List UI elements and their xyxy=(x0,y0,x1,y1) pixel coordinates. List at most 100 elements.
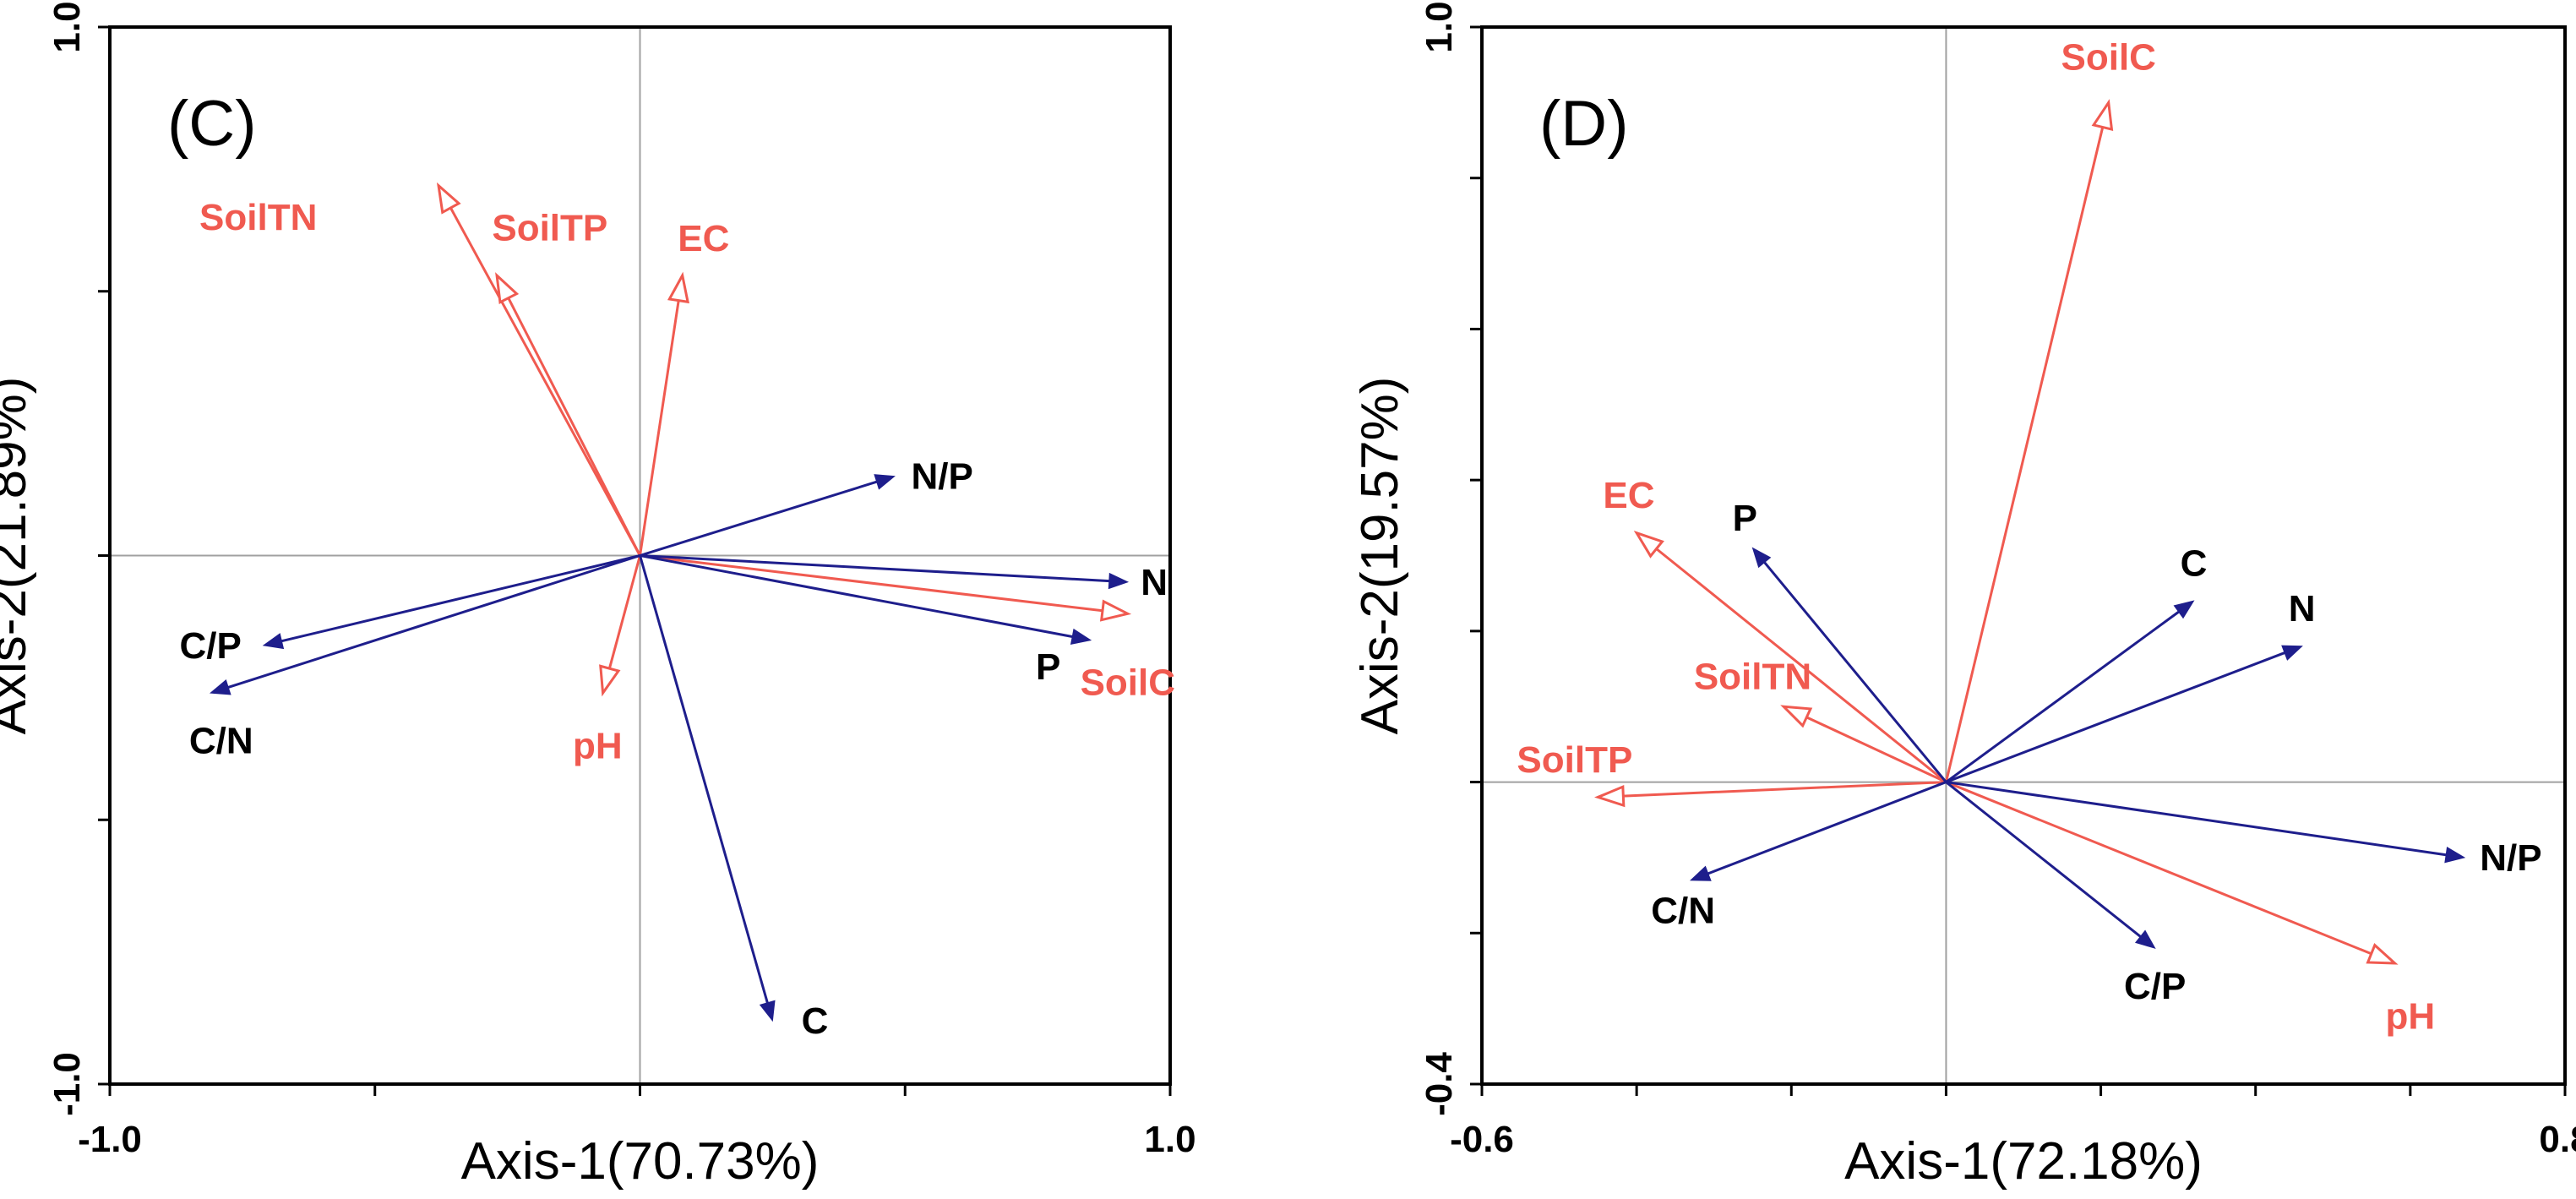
panel-c-arrow-shaft xyxy=(227,554,640,689)
panel-d-label-ph: pH xyxy=(2386,996,2436,1038)
panel-c-label: (C) xyxy=(167,88,257,160)
panel-d-arrow-head xyxy=(2091,99,2114,132)
panel-d-x-tick-label: 0.8 xyxy=(2539,1119,2576,1160)
panel-c-x-tick-label: -1.0 xyxy=(78,1119,142,1160)
panel-c-arrow-shaft xyxy=(507,297,641,557)
panel-d-arrow-n-p: N/P xyxy=(1946,781,2542,879)
panel-c-arrow-p: P xyxy=(640,554,1092,688)
panel-c: -1.0 1.0 1.0 -1.0 SoilTN SoilTP EC pH SoilC N/P N… xyxy=(0,1,1196,1191)
panel-c-arrow-shaft xyxy=(640,554,1103,613)
panel-d-label-soiltn: SoilTN xyxy=(1694,656,1811,697)
panel-c-arrow-head xyxy=(495,272,520,305)
panel-d-arrow-head xyxy=(2444,847,2466,864)
panel-d-label: (D) xyxy=(1539,88,1629,160)
panel-c-arrow-head xyxy=(1099,599,1132,622)
panel-d-arrow-shaft xyxy=(1944,127,2105,782)
panel-d-arrow-head xyxy=(1633,530,1664,559)
panel-d-arrow-shaft xyxy=(1946,781,2447,857)
panel-d-arrow-head xyxy=(2173,600,2195,619)
panel-d-arrow-n: N xyxy=(1945,588,2316,783)
panel-d-arrow-head xyxy=(1780,705,1813,728)
panel-c-arrows: SoilTN SoilTP EC pH SoilC N/P N P C/P C/N C xyxy=(180,182,1175,1042)
panel-c-arrow-c: C xyxy=(639,555,829,1042)
panel-c-arrow-c-n: C/N xyxy=(189,554,640,761)
panel-c-arrow-shaft xyxy=(639,300,680,556)
panel-c-y-tick-label: -1.0 xyxy=(46,1052,88,1116)
panel-c-arrow-soiltp: SoilTP xyxy=(492,208,641,557)
panel-c-arrow-head xyxy=(759,1000,776,1022)
panel-c-label-c: C xyxy=(802,1000,829,1042)
panel-d-arrow-shaft xyxy=(1945,781,2142,938)
panel-d-tick-labels: -0.6 0.8 1.0 -0.4 xyxy=(1419,1,2576,1160)
panel-d-arrow-soiltp: SoilTP xyxy=(1517,739,1947,808)
panel-d-arrow-p: P xyxy=(1733,498,1947,783)
panel-c-label-ec: EC xyxy=(678,218,729,259)
panel-c-arrow-head xyxy=(667,271,689,304)
panel-d-arrow-shaft xyxy=(1707,781,1947,875)
panel-d-arrow-shaft xyxy=(1945,651,2285,783)
panel-d-y-axis-title: Axis-2(19.57%) xyxy=(1351,377,1409,735)
panel-d-arrows: SoilC EC SoilTN SoilTP pH P C N N/P C/P C/N xyxy=(1517,37,2541,1038)
panel-d-y-tick-label: -0.4 xyxy=(1419,1052,1460,1116)
panel-d-x-axis-title: Axis-1(72.18%) xyxy=(1844,1132,2203,1191)
panel-d-arrow-shaft xyxy=(1805,716,1947,783)
panel-d-label-n: N xyxy=(2289,588,2316,629)
panel-d-x-tick-label: -0.6 xyxy=(1450,1119,1514,1160)
panel-c-arrow-head xyxy=(209,679,231,695)
panel-d-arrow-head xyxy=(1594,784,1626,808)
panel-c-label-soiltp: SoilTP xyxy=(492,208,607,249)
panel-c-arrow-head xyxy=(599,664,621,697)
panel-c-arrow-shaft xyxy=(281,554,640,643)
panel-d-arrow-c: C xyxy=(1945,542,2208,783)
panel-c-label-p: P xyxy=(1036,646,1060,688)
panel-c-arrow-shaft xyxy=(639,555,769,1004)
panel-c-label-ph: pH xyxy=(573,726,623,767)
panel-d-arrow-c-n: C/N xyxy=(1651,781,1947,931)
panel-d-label-n-p: N/P xyxy=(2480,837,2541,879)
panel-c-arrow-soiltn: SoilTN xyxy=(199,182,641,557)
panel-c-arrow-head xyxy=(436,182,461,215)
panel-d-label-c-n: C/N xyxy=(1651,890,1715,931)
panel-d-arrow-soiltn: SoilTN xyxy=(1694,656,1947,783)
panel-d-arrow-head xyxy=(2366,943,2399,965)
panel-d-plot-frame xyxy=(1480,25,2567,1086)
panel-c-arrow-head xyxy=(1108,572,1130,590)
panel-c-y-tick-label: 1.0 xyxy=(46,1,88,52)
panel-c-y-ticks xyxy=(98,25,110,1086)
panel-d-label-soilc: SoilC xyxy=(2061,37,2156,79)
panel-c-x-ticks xyxy=(108,1084,1172,1096)
panel-c-arrow-ph: pH xyxy=(573,555,641,767)
panel-d: -0.6 0.8 1.0 -0.4 SoilC EC SoilTN SoilTP pH P C N N… xyxy=(1351,1,2576,1191)
panel-d-arrow-head xyxy=(1751,547,1772,569)
panel-c-arrow-head xyxy=(874,474,896,490)
panel-d-label-p: P xyxy=(1733,498,1757,539)
panel-d-arrow-shaft xyxy=(1623,781,1947,798)
panel-d-arrow-shaft xyxy=(1945,781,2372,956)
panel-c-y-axis-title: Axis-2(21.89%) xyxy=(0,377,37,735)
panel-c-label-soiltn: SoilTN xyxy=(199,197,317,238)
panel-d-arrow-ec: EC xyxy=(1603,475,1947,783)
panel-d-arrow-ph: pH xyxy=(1945,781,2436,1038)
panel-c-x-axis-title: Axis-1(70.73%) xyxy=(461,1132,820,1191)
panel-c-arrow-shaft xyxy=(640,554,1073,638)
panel-c-x-tick-label: 1.0 xyxy=(1144,1119,1195,1160)
panel-d-arrow-head xyxy=(1690,865,1712,881)
panel-d-arrow-shaft xyxy=(1945,610,2180,783)
panel-c-arrow-soilc: SoilC xyxy=(640,554,1175,704)
panel-d-label-c: C xyxy=(2181,542,2208,584)
panel-c-arrow-shaft xyxy=(640,480,878,557)
panel-d-x-ticks xyxy=(1480,1084,2567,1096)
panel-c-arrow-head xyxy=(262,633,285,650)
panel-d-arrow-head xyxy=(2134,929,2156,949)
panel-c-label-n-p: N/P xyxy=(911,456,972,498)
panel-d-arrow-c-p: C/P xyxy=(1945,781,2186,1007)
panel-c-tick-labels: -1.0 1.0 1.0 -1.0 xyxy=(46,1,1196,1160)
panel-d-label-soiltp: SoilTP xyxy=(1517,739,1632,781)
panel-d-y-ticks xyxy=(1470,25,1482,1086)
panel-c-arrow-ec: EC xyxy=(639,218,729,556)
panel-d-y-tick-label: 1.0 xyxy=(1419,1,1460,52)
panel-c-arrow-shaft xyxy=(449,207,641,557)
panel-d-label-ec: EC xyxy=(1603,475,1654,516)
panel-c-arrow-shaft xyxy=(607,555,641,669)
